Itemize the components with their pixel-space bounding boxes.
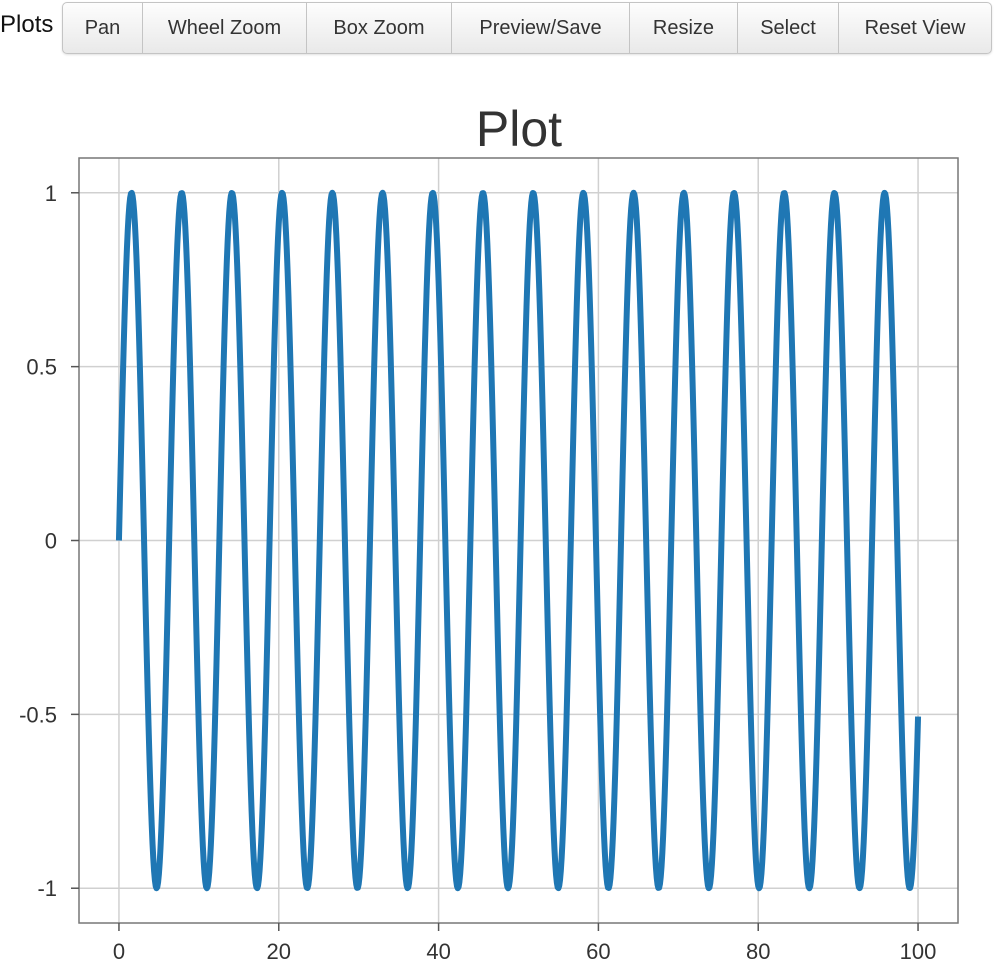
chart-title: Plot [476,101,562,157]
sine-plot: Plot 0 20 40 60 80 100 1 0.5 0 -0.5 -1 [19,101,959,964]
x-axis: 0 20 40 60 80 100 [113,923,937,964]
y-tick-label: 0 [45,529,57,554]
sine-series-line [115,189,922,892]
wheel-zoom-button[interactable]: Wheel Zoom [143,3,307,53]
series-group [115,189,922,892]
reset-view-button[interactable]: Reset View [839,3,991,53]
resize-button[interactable]: Resize [630,3,738,53]
select-button[interactable]: Select [738,3,839,53]
pan-button[interactable]: Pan [63,3,143,53]
preview-save-button[interactable]: Preview/Save [452,3,630,53]
y-axis: 1 0.5 0 -0.5 -1 [19,181,79,901]
x-tick-label: 100 [900,939,937,964]
y-tick-label: 0.5 [26,355,57,380]
x-tick-label: 60 [586,939,610,964]
x-tick-label: 80 [746,939,770,964]
box-zoom-button[interactable]: Box Zoom [307,3,452,53]
y-tick-label: -0.5 [19,702,57,727]
y-tick-label: 1 [45,181,57,206]
x-tick-label: 40 [426,939,450,964]
plots-label: Plots [0,11,54,38]
plot-toolbar: Pan Wheel Zoom Box Zoom Preview/Save Res… [62,2,992,54]
x-tick-label: 20 [267,939,291,964]
y-tick-label: -1 [37,876,57,901]
x-tick-label: 0 [113,939,125,964]
